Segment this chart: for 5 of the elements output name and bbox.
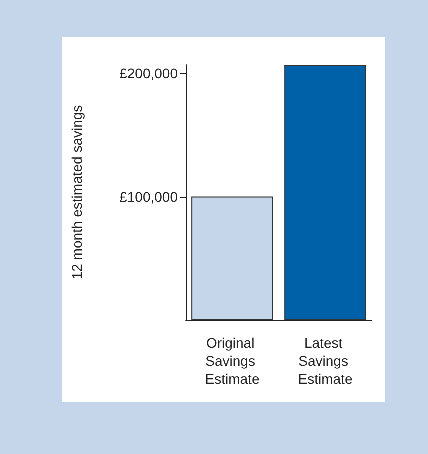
y-axis-title: 12 month estimated savings	[69, 105, 85, 280]
x-tick-label: Original Savings Estimate	[205, 335, 260, 387]
x-tick-label: Latest Savings Estimate	[298, 335, 353, 387]
y-tick-label: £100,000	[120, 188, 178, 205]
y-tick-label: £200,000	[120, 66, 178, 82]
